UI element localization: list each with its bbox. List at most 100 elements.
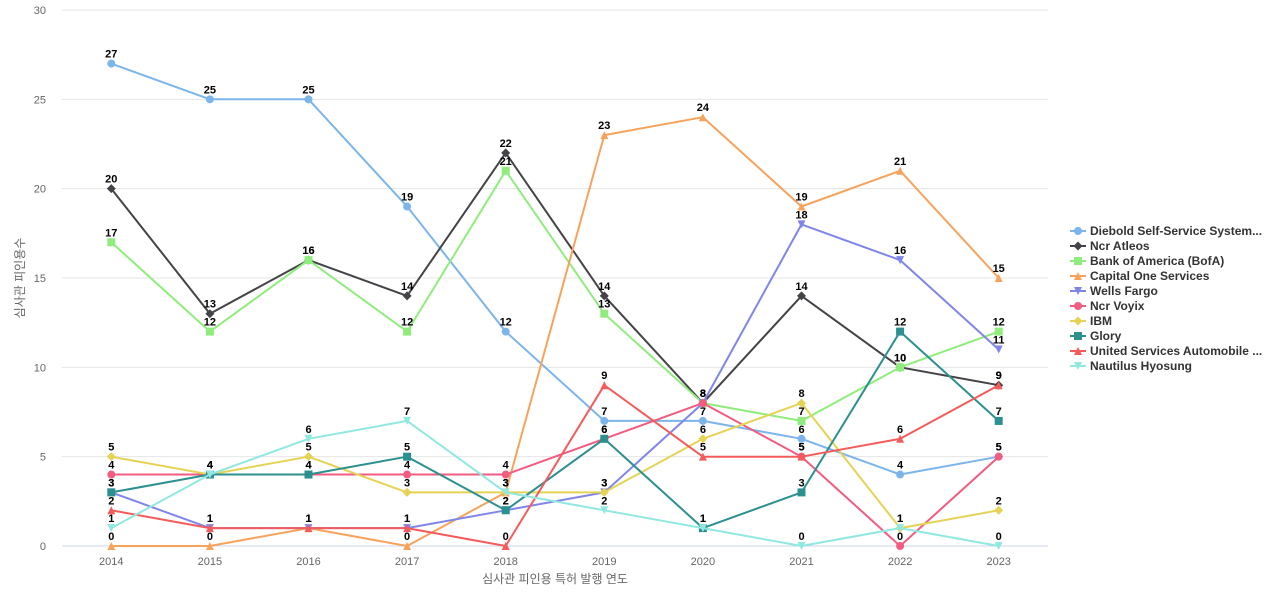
- legend-marker[interactable]: [1074, 272, 1082, 280]
- legend-item[interactable]: Capital One Services: [1070, 269, 1210, 283]
- data-point-marker[interactable]: [501, 166, 510, 175]
- legend-marker[interactable]: [1073, 241, 1083, 251]
- data-point-marker[interactable]: [698, 399, 707, 408]
- legend-marker[interactable]: [1073, 316, 1083, 326]
- data-point-marker[interactable]: [107, 524, 116, 533]
- data-point-marker[interactable]: [403, 416, 412, 425]
- data-point-marker[interactable]: [600, 309, 609, 318]
- data-point-marker[interactable]: [896, 524, 905, 533]
- data-point-marker[interactable]: [403, 524, 412, 533]
- data-point-marker[interactable]: [896, 327, 905, 336]
- data-point-marker[interactable]: [501, 506, 510, 515]
- data-point-marker[interactable]: [994, 274, 1003, 282]
- data-point-marker[interactable]: [403, 202, 412, 211]
- data-point-marker[interactable]: [402, 487, 412, 497]
- data-point-marker[interactable]: [107, 542, 116, 550]
- data-point-marker[interactable]: [501, 488, 510, 497]
- data-point-marker[interactable]: [304, 470, 313, 479]
- data-point-marker[interactable]: [994, 452, 1003, 461]
- data-point-marker[interactable]: [403, 327, 412, 336]
- data-point-marker[interactable]: [107, 470, 116, 479]
- legend-item[interactable]: Nautilus Hyosung: [1070, 359, 1192, 373]
- data-point-marker[interactable]: [600, 131, 609, 140]
- data-point-marker[interactable]: [600, 381, 609, 390]
- data-point-marker[interactable]: [403, 470, 412, 479]
- data-point-marker[interactable]: [501, 148, 511, 158]
- legend-item[interactable]: Ncr Voyix: [1070, 299, 1145, 313]
- data-point-marker[interactable]: [797, 488, 806, 497]
- data-point-marker[interactable]: [205, 327, 214, 336]
- legend-item[interactable]: Bank of America (BofA): [1070, 254, 1224, 268]
- legend-marker[interactable]: [1074, 257, 1082, 265]
- data-point-marker[interactable]: [797, 452, 806, 461]
- data-point-marker[interactable]: [304, 452, 313, 462]
- data-point-marker[interactable]: [896, 542, 905, 550]
- data-point-marker[interactable]: [501, 327, 510, 336]
- data-point-marker[interactable]: [106, 184, 116, 194]
- data-point-marker[interactable]: [600, 434, 609, 443]
- data-point-marker[interactable]: [304, 95, 313, 104]
- legend-marker[interactable]: [1074, 287, 1082, 295]
- legend-item[interactable]: IBM: [1070, 314, 1112, 328]
- legend-marker[interactable]: [1074, 347, 1082, 355]
- legend-marker[interactable]: [1074, 362, 1082, 370]
- data-point-marker[interactable]: [797, 542, 806, 550]
- data-point-marker[interactable]: [994, 505, 1004, 515]
- data-point-marker[interactable]: [205, 470, 214, 479]
- data-point-marker[interactable]: [304, 434, 313, 443]
- data-point-marker[interactable]: [797, 398, 806, 408]
- legend-item[interactable]: United Services Automobile ...: [1070, 344, 1262, 358]
- series-line[interactable]: [110, 330, 1000, 530]
- data-point-marker[interactable]: [994, 542, 1003, 550]
- series-line[interactable]: [110, 116, 1000, 547]
- data-point-marker[interactable]: [501, 542, 510, 550]
- series-line[interactable]: [110, 151, 1000, 405]
- data-point-marker[interactable]: [403, 542, 412, 550]
- data-point-marker[interactable]: [698, 524, 707, 533]
- data-point-marker[interactable]: [797, 291, 806, 301]
- data-point-marker[interactable]: [402, 291, 412, 301]
- data-point-marker[interactable]: [896, 363, 905, 372]
- data-point-marker[interactable]: [304, 256, 313, 265]
- data-point-marker[interactable]: [205, 524, 214, 533]
- data-point-marker[interactable]: [599, 487, 609, 497]
- data-point-marker[interactable]: [797, 434, 806, 443]
- data-point-marker[interactable]: [698, 452, 707, 461]
- data-point-marker[interactable]: [107, 59, 116, 68]
- data-point-marker[interactable]: [205, 542, 214, 550]
- data-point-marker[interactable]: [896, 434, 905, 443]
- data-point-marker[interactable]: [896, 256, 905, 265]
- legend-item[interactable]: Glory: [1070, 329, 1122, 343]
- data-point-marker[interactable]: [205, 309, 215, 319]
- data-point-marker[interactable]: [994, 416, 1003, 425]
- data-point-marker[interactable]: [698, 113, 707, 122]
- legend-marker[interactable]: [1074, 302, 1082, 310]
- data-point-marker[interactable]: [600, 416, 609, 425]
- series-line[interactable]: [110, 402, 1000, 530]
- data-point-marker[interactable]: [107, 238, 116, 247]
- data-point-marker[interactable]: [797, 220, 806, 229]
- data-point-marker[interactable]: [107, 506, 116, 515]
- data-point-marker[interactable]: [106, 452, 116, 462]
- data-point-marker[interactable]: [994, 381, 1003, 390]
- data-point-marker[interactable]: [600, 506, 609, 515]
- data-point-marker[interactable]: [698, 416, 707, 425]
- data-point-marker[interactable]: [896, 166, 905, 175]
- data-point-marker[interactable]: [205, 95, 214, 104]
- data-point-marker[interactable]: [797, 202, 806, 211]
- series-line[interactable]: [110, 169, 1000, 422]
- series-line[interactable]: [110, 419, 1000, 547]
- series-line[interactable]: [110, 384, 1000, 547]
- data-point-marker[interactable]: [896, 470, 905, 479]
- legend-marker[interactable]: [1074, 332, 1082, 340]
- data-point-marker[interactable]: [304, 524, 313, 533]
- data-point-marker[interactable]: [797, 416, 806, 425]
- data-point-marker[interactable]: [698, 434, 708, 444]
- legend-marker[interactable]: [1074, 227, 1082, 235]
- legend-item[interactable]: Wells Fargo: [1070, 284, 1158, 298]
- data-point-marker[interactable]: [403, 452, 412, 461]
- legend-item[interactable]: Ncr Atleos: [1070, 239, 1150, 253]
- legend-item[interactable]: Diebold Self-Service System...: [1070, 224, 1262, 238]
- data-point-marker[interactable]: [107, 488, 116, 497]
- data-point-marker[interactable]: [501, 470, 510, 479]
